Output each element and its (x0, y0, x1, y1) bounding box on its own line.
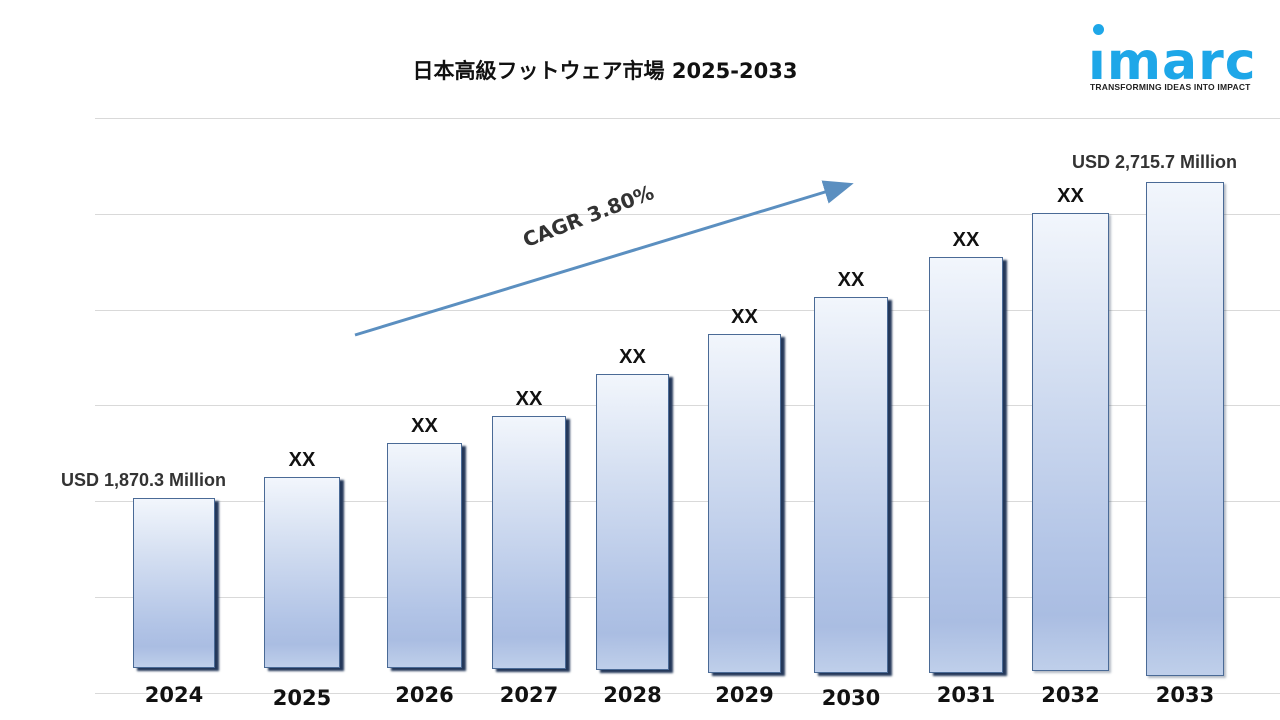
bar-2024 (133, 498, 215, 668)
bar-value-label: XX (731, 306, 758, 328)
bar-2025 (264, 477, 340, 668)
gridline (95, 405, 1280, 406)
bar-value-label: XX (952, 229, 980, 251)
gridline (95, 501, 1280, 502)
x-axis-label: 2029 (715, 683, 774, 707)
end-value-label: USD 2,715.7 Million (1072, 152, 1238, 172)
gridline (95, 310, 1280, 311)
gridline (95, 693, 1280, 694)
x-axis-label: 2031 (936, 683, 996, 707)
x-axis-label: 2026 (395, 683, 454, 707)
x-axis-label: 2027 (499, 683, 559, 707)
bar-2028 (596, 374, 669, 670)
bar-value-label: XX (837, 269, 865, 291)
bar-2030 (814, 297, 888, 673)
bar-value-label: XX (619, 346, 646, 368)
chart-title: 日本高級フットウェア市場 2025-2033 (412, 59, 798, 83)
x-axis-label: 2033 (1155, 683, 1215, 707)
bar-2033 (1146, 182, 1224, 676)
x-axis-label: 2028 (603, 683, 662, 707)
bar-2032 (1032, 213, 1109, 671)
gridline (95, 214, 1280, 215)
x-axis-label: 2030 (821, 686, 881, 710)
bar-2031 (929, 257, 1003, 673)
start-value-label: USD 1,870.3 Million (61, 470, 227, 490)
gridline (95, 118, 1280, 119)
bar-value-label: XX (515, 388, 543, 410)
bar-value-label: XX (411, 415, 438, 437)
x-axis-label: 2032 (1041, 683, 1100, 707)
bar-2029 (708, 334, 781, 673)
x-axis-label: 2025 (272, 686, 332, 710)
logo-dot-icon (1093, 24, 1104, 35)
logo-tagline: TRANSFORMING IDEAS INTO IMPACT (1090, 82, 1251, 92)
x-axis-label: 2024 (144, 683, 204, 707)
bar-value-label: XX (288, 449, 316, 471)
imarc-logo: ımarc TRANSFORMING IDEAS INTO IMPACT (1088, 18, 1268, 98)
gridline (95, 597, 1280, 598)
logo-wordmark: ımarc (1088, 32, 1257, 92)
bar-value-label: XX (1057, 185, 1084, 207)
bar-2026 (387, 443, 462, 668)
bar-2027 (492, 416, 566, 669)
